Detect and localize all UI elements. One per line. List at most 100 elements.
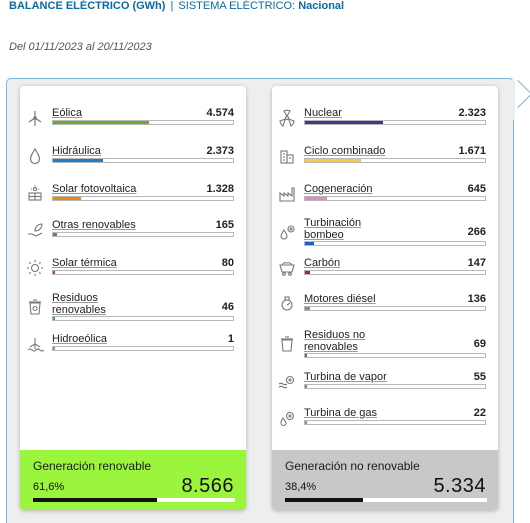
item-bar-fill (305, 385, 307, 388)
date-range: Del 01/11/2023 al 20/11/2023 (9, 41, 152, 53)
list-item[interactable]: Residuos renovables 46 (20, 291, 246, 327)
hydro-wind-icon (26, 335, 45, 353)
sun-icon (26, 259, 44, 277)
renewable-total: Generación renovable 61,6% 8.566 (20, 450, 246, 510)
page-header: BALANCE ELÉCTRICO (GWh) | SISTEMA ELÉCTR… (9, 0, 344, 12)
nonrenewable-total-bar-fill (285, 498, 363, 502)
wind-turbine-icon (26, 109, 44, 127)
item-bar-fill (53, 233, 57, 236)
solar-panel-icon (26, 185, 44, 203)
engine-icon (278, 295, 296, 313)
item-value: 645 (467, 183, 486, 195)
factory-icon (278, 185, 296, 203)
item-label[interactable]: Turbina de vapor (304, 371, 387, 383)
list-item[interactable]: Carbón 147 (272, 256, 498, 292)
nonrenewable-card: Nuclear 2.323 Ciclo combinado 1.671 Cogenera… (272, 86, 498, 510)
item-label[interactable]: Ciclo combinado (304, 145, 386, 157)
list-item[interactable]: Nuclear 2.323 (272, 106, 498, 142)
item-bar-fill (305, 197, 327, 200)
item-bar (304, 306, 486, 311)
item-bar (52, 346, 234, 351)
list-item[interactable]: Turbinación bombeo 266 (272, 216, 498, 252)
list-item[interactable]: Turbina de gas 22 (272, 406, 498, 442)
item-bar (52, 316, 234, 321)
item-label[interactable]: Hidráulica (52, 145, 101, 157)
list-item[interactable]: Hidráulica 2.373 (20, 144, 246, 180)
recycle-bin-icon (26, 298, 44, 316)
item-bar-fill (305, 271, 310, 274)
item-value: 4.574 (206, 107, 234, 119)
item-value: 80 (221, 257, 234, 269)
list-item[interactable]: Turbina de vapor 55 (272, 370, 498, 406)
header-separator: | (170, 0, 174, 12)
renewable-total-value: 8.566 (181, 475, 234, 497)
item-value: 1.671 (458, 145, 486, 157)
item-label[interactable]: Residuos renovables (52, 292, 106, 316)
list-item[interactable]: Eólica 4.574 (20, 106, 246, 142)
item-bar (304, 196, 486, 201)
leaf-hand-icon (26, 221, 44, 239)
item-bar (304, 384, 486, 389)
item-bar-fill (53, 197, 81, 200)
renewable-total-label: Generación renovable (33, 459, 152, 473)
item-value: 46 (221, 301, 234, 313)
list-item[interactable]: Solar térmica 80 (20, 256, 246, 292)
item-bar-fill (53, 317, 55, 320)
item-label[interactable]: Motores diésel (304, 293, 376, 305)
nonrenewable-total-value: 5.334 (433, 475, 486, 497)
item-label[interactable]: Carbón (304, 257, 341, 269)
item-bar (304, 158, 486, 163)
item-bar (304, 120, 486, 125)
item-bar-fill (305, 159, 361, 162)
pump-drop-icon (278, 223, 296, 241)
trash-bin-icon (278, 335, 296, 353)
steam-turbine-icon (278, 373, 296, 391)
item-bar (52, 158, 234, 163)
renewable-total-bar-fill (33, 498, 157, 502)
item-bar (52, 270, 234, 275)
item-label[interactable]: Turbina de gas (304, 407, 377, 419)
item-bar (52, 120, 234, 125)
item-bar-fill (53, 159, 103, 162)
item-label[interactable]: Turbinación bombeo (304, 217, 362, 241)
item-label[interactable]: Residuos no renovables (304, 329, 366, 353)
item-label[interactable]: Solar térmica (52, 257, 117, 269)
list-item[interactable]: Ciclo combinado 1.671 (272, 144, 498, 180)
system-label: SISTEMA ELÉCTRICO: (178, 0, 296, 12)
item-bar-fill (53, 271, 55, 274)
list-item[interactable]: Motores diésel 136 (272, 292, 498, 328)
item-value: 2.373 (206, 145, 234, 157)
list-item[interactable]: Cogeneración 645 (272, 182, 498, 218)
item-bar-fill (53, 121, 149, 124)
nonrenewable-total-bar (285, 498, 487, 502)
item-label[interactable]: Nuclear (304, 107, 342, 119)
factory-building-icon (278, 147, 296, 165)
list-item[interactable]: Otras renovables 165 (20, 218, 246, 254)
item-bar (304, 241, 486, 246)
list-item[interactable]: Residuos no renovables 69 (272, 328, 498, 364)
item-value: 1.328 (206, 183, 234, 195)
water-drop-icon (26, 147, 44, 165)
list-item[interactable]: Hidroeólica 1 (20, 332, 246, 368)
renewable-card: Eólica 4.574 Hidráulica 2.373 Solar fotovolt… (20, 86, 246, 510)
nonrenewable-total-label: Generación no renovable (285, 459, 420, 473)
system-value[interactable]: Nacional (298, 0, 345, 12)
item-bar-fill (305, 121, 383, 124)
item-label[interactable]: Hidroeólica (52, 333, 108, 345)
nuclear-icon (278, 109, 296, 127)
item-label[interactable]: Cogeneración (304, 183, 373, 195)
item-bar (52, 196, 234, 201)
item-label[interactable]: Otras renovables (52, 219, 136, 231)
item-bar-fill (305, 354, 307, 357)
item-value: 2.323 (458, 107, 486, 119)
item-value: 136 (467, 293, 486, 305)
coal-wagon-icon (278, 259, 296, 277)
list-item[interactable]: Solar fotovoltaica 1.328 (20, 182, 246, 218)
item-bar-fill (305, 242, 314, 245)
item-label[interactable]: Eólica (52, 107, 82, 119)
item-label[interactable]: Solar fotovoltaica (52, 183, 137, 195)
renewable-total-percent: 61,6% (33, 481, 65, 493)
item-bar (304, 353, 486, 358)
item-bar-fill (305, 307, 310, 310)
item-value: 1 (227, 333, 234, 345)
